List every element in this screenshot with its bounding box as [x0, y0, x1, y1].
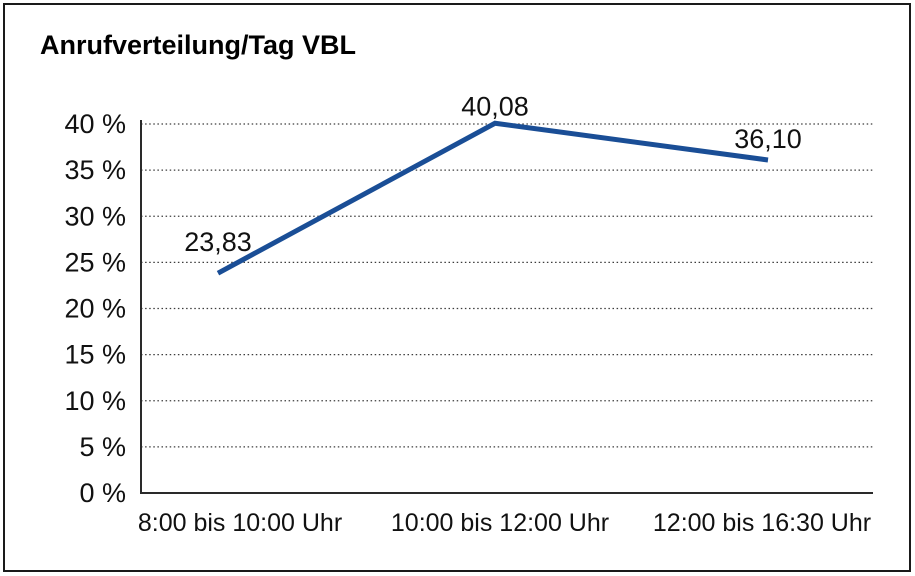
y-tick-label: 35 %: [64, 155, 126, 185]
y-tick-label: 5 %: [79, 432, 126, 462]
data-series-line: [216, 120, 769, 276]
data-point-label: 40,08: [461, 91, 529, 121]
y-tick-label: 40 %: [64, 109, 126, 139]
y-tick-label: 25 %: [64, 247, 126, 277]
data-point-label: 23,83: [184, 227, 252, 257]
data-point-label: 36,10: [734, 124, 802, 154]
x-category-label: 8:00 bis 10:00 Uhr: [138, 509, 342, 537]
y-tick-label: 20 %: [64, 294, 126, 324]
chart-title: Anrufverteilung/Tag VBL: [40, 30, 357, 60]
y-tick-label: 30 %: [64, 201, 126, 231]
x-category-label: 12:00 bis 16:30 Uhr: [653, 509, 871, 537]
y-tick-label: 10 %: [64, 386, 126, 416]
y-tick-label: 15 %: [64, 340, 126, 370]
y-tick-label: 0 %: [79, 478, 126, 508]
x-category-label: 10:00 bis 12:00 Uhr: [391, 509, 609, 537]
